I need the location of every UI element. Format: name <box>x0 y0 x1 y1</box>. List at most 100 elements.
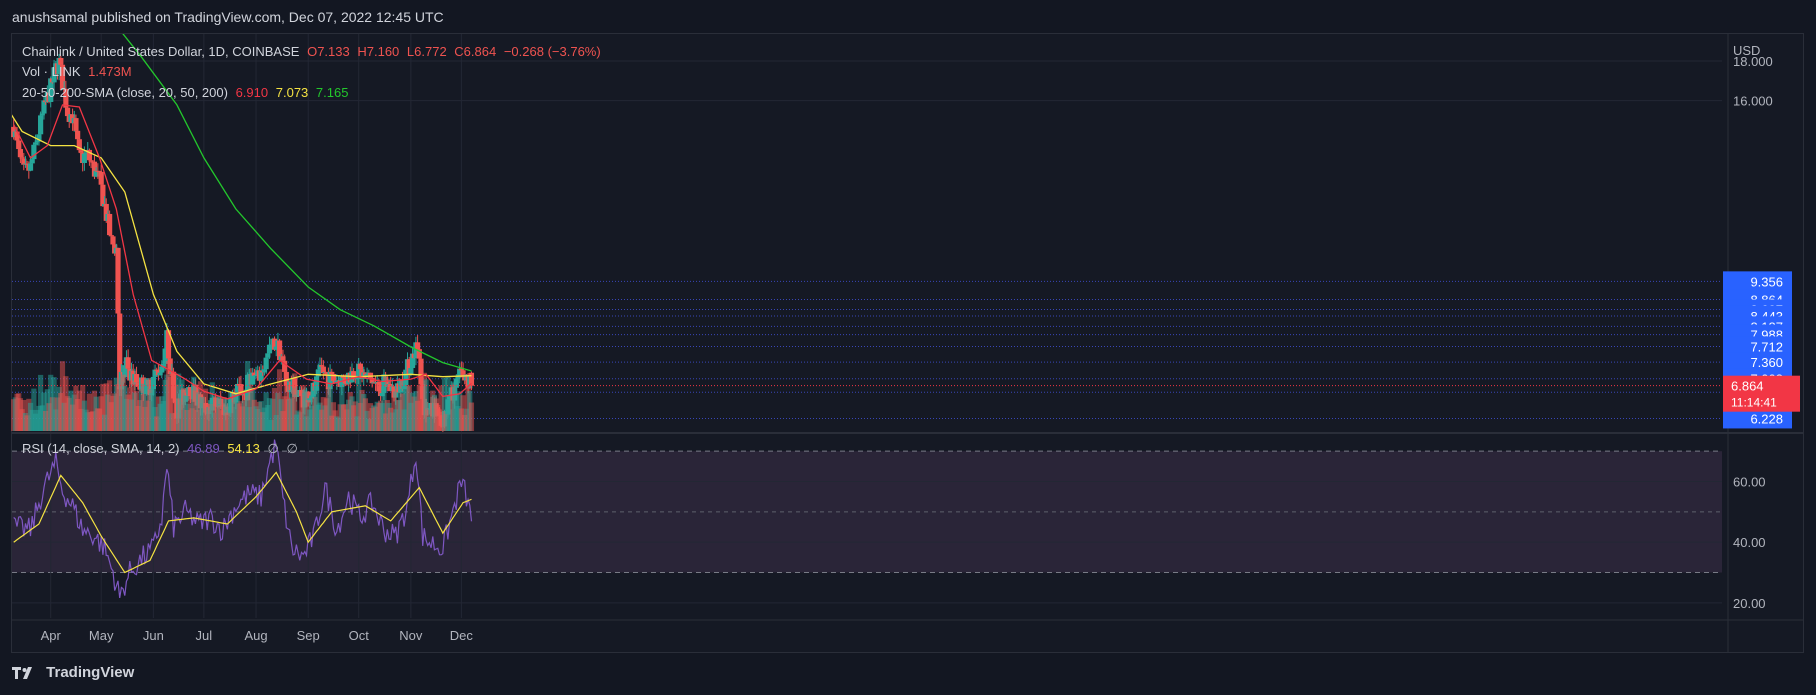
rsi-legend: RSI (14, close, SMA, 14, 2) 46.89 54.13 … <box>22 441 302 457</box>
candle-body <box>103 203 109 221</box>
level-tag-label: 7.360 <box>1750 355 1783 370</box>
rsi-label: RSI (14, close, SMA, 14, 2) <box>22 441 180 456</box>
volume-value: 1.473M <box>88 64 132 79</box>
candle-body <box>276 340 283 361</box>
candle-body <box>253 375 259 377</box>
candle-body <box>32 142 39 145</box>
publisher-bar: anushsamal published on TradingView.com,… <box>0 0 1816 32</box>
volume-bar <box>271 387 278 431</box>
candle-body <box>416 349 422 359</box>
rsi-extra-2: ∅ <box>286 441 298 456</box>
candle-body <box>16 140 22 150</box>
candle-body <box>376 382 382 392</box>
candle-body <box>41 100 47 114</box>
price-axis-unit: USD <box>1733 43 1760 58</box>
volume-bar <box>438 385 444 431</box>
candle-body <box>34 140 40 143</box>
volume-bars <box>11 361 475 431</box>
candle-body <box>282 360 288 372</box>
rsi-tick-label: 40.00 <box>1733 535 1766 550</box>
candle-body <box>406 359 412 375</box>
candle-body <box>265 353 271 358</box>
candle-body <box>19 157 25 159</box>
volume-bar <box>245 361 251 431</box>
candle-body <box>250 372 256 385</box>
sma200-value: 7.165 <box>315 85 349 100</box>
candle-body <box>261 369 268 373</box>
volume-bar <box>423 379 429 431</box>
candle-body <box>110 236 116 245</box>
candle-body <box>324 372 330 376</box>
symbol-legend: Chainlink / United States Dollar, 1D, CO… <box>22 44 605 59</box>
volume-bar <box>292 373 298 431</box>
candle-body <box>96 171 103 173</box>
price-tick-label: 18.000 <box>1733 54 1773 69</box>
candle-body <box>135 382 141 387</box>
candle-body <box>327 371 333 390</box>
candle-body <box>403 369 409 386</box>
candle-body <box>21 158 27 165</box>
volume-bar <box>445 376 451 431</box>
candle-body <box>418 358 424 385</box>
tradingview-footer[interactable]: TradingView <box>12 664 134 681</box>
candle-body <box>159 366 165 373</box>
candle-body <box>64 107 71 117</box>
candle-body <box>27 163 34 171</box>
candle-body <box>17 149 24 158</box>
candle-body <box>408 368 414 375</box>
month-label: Apr <box>41 628 62 643</box>
sma20-value: 6.910 <box>235 85 269 100</box>
candle-body <box>457 368 463 377</box>
candle-body <box>280 356 286 361</box>
price-tick-label: 16.000 <box>1733 94 1773 109</box>
sma-lines <box>12 34 472 400</box>
current-price-tag <box>1723 375 1800 412</box>
candle-body <box>160 363 167 367</box>
candle-body <box>384 380 390 387</box>
volume-label: Vol · LINK <box>22 64 81 79</box>
candle-body <box>367 372 374 378</box>
candle-body <box>329 371 335 374</box>
sma50-line <box>12 114 472 395</box>
candle-body <box>31 144 37 160</box>
month-label: Sep <box>297 628 320 643</box>
candle-body <box>251 372 257 376</box>
candle-body <box>165 330 172 359</box>
publisher-text: anushsamal published on TradingView.com,… <box>12 9 444 25</box>
candle-body <box>460 370 466 378</box>
volume-bar <box>38 374 44 431</box>
volume-bar <box>302 389 308 431</box>
rsi-extra-1: ∅ <box>267 441 279 456</box>
volume-bar <box>100 383 106 431</box>
ohlc-open: O7.133 <box>307 44 350 59</box>
candle-body <box>117 313 123 390</box>
price-change: −0.268 (−3.76%) <box>503 44 601 59</box>
candle-body <box>455 376 461 379</box>
footer-brand: TradingView <box>46 664 135 681</box>
candle-body <box>91 161 98 177</box>
candle-body <box>319 365 325 367</box>
level-tag <box>1723 408 1792 429</box>
candle-body <box>340 375 347 378</box>
candle-body <box>266 344 273 354</box>
candle-body <box>51 67 57 83</box>
volume-legend: Vol · LINK 1.473M <box>22 64 136 79</box>
candle-body <box>88 160 94 162</box>
candle-body <box>295 394 301 396</box>
candle-body <box>81 153 87 164</box>
sma-label: 20-50-200-SMA (close, 20, 50, 200) <box>22 85 228 100</box>
month-label: Oct <box>349 628 370 643</box>
candle-body <box>98 171 104 185</box>
candle-body <box>468 372 475 386</box>
volume-bar <box>381 374 387 431</box>
candle-body <box>93 170 99 177</box>
candle-body <box>268 344 274 346</box>
candle-body <box>125 357 131 369</box>
candle-body <box>314 376 320 391</box>
candle-body <box>58 57 64 65</box>
candle-body <box>152 369 158 377</box>
candle-body <box>122 365 128 378</box>
candle-body <box>305 391 311 403</box>
rsi-sma-value: 54.13 <box>227 441 260 456</box>
